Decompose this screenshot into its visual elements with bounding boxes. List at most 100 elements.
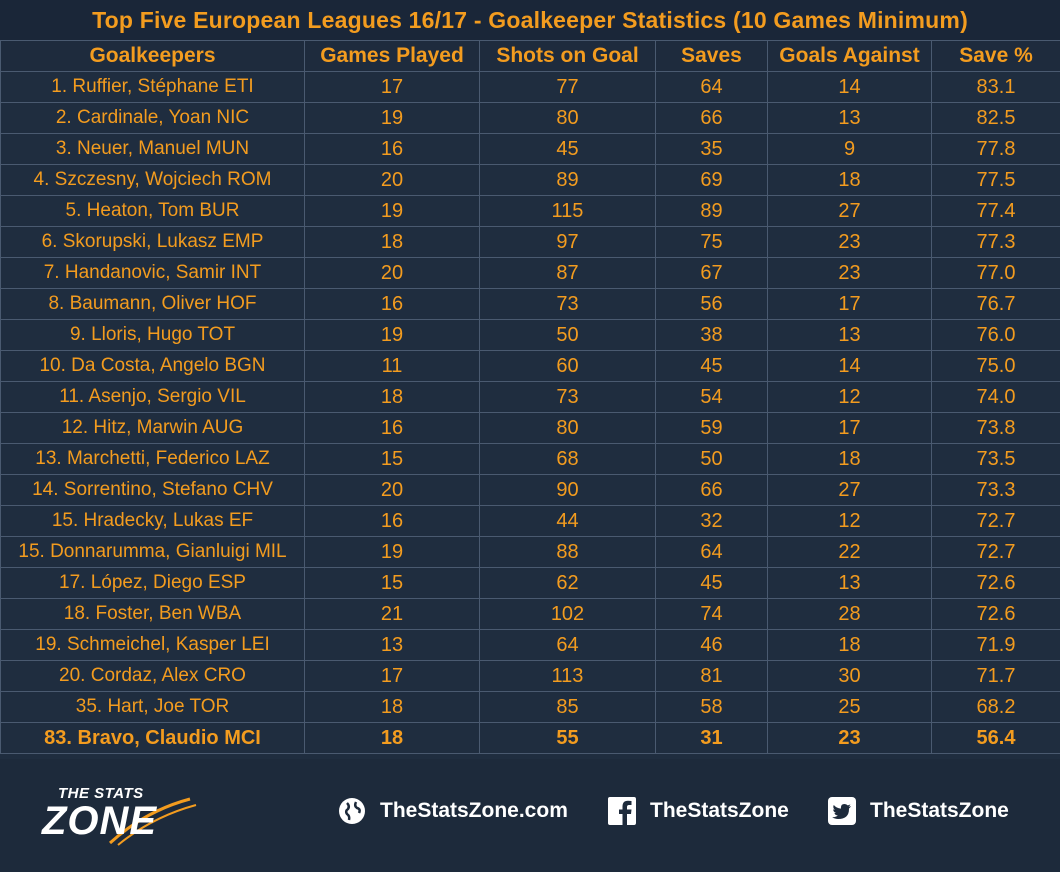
- chart-title: Top Five European Leagues 16/17 - Goalke…: [0, 0, 1060, 41]
- save-pct-cell: 56.4: [931, 722, 1060, 754]
- save-pct-cell: 77.4: [931, 195, 1060, 227]
- globe-icon: [338, 797, 366, 825]
- goals-against-cell: 18: [767, 443, 932, 475]
- games-played-cell: 18: [304, 381, 480, 413]
- shots-on-goal-cell: 62: [479, 567, 656, 599]
- games-played-cell: 11: [304, 350, 480, 382]
- shots-on-goal-cell: 113: [479, 660, 656, 692]
- shots-on-goal-cell: 45: [479, 133, 656, 165]
- goalkeeper-cell: 2. Cardinale, Yoan NIC: [0, 102, 305, 134]
- goalkeeper-cell: 1. Ruffier, Stéphane ETI: [0, 71, 305, 103]
- goals-against-cell: 13: [767, 567, 932, 599]
- save-pct-cell: 77.8: [931, 133, 1060, 165]
- goals-against-cell: 14: [767, 350, 932, 382]
- goals-against-cell: 9: [767, 133, 932, 165]
- games-played-cell: 21: [304, 598, 480, 630]
- column-header: Save %: [931, 40, 1060, 72]
- games-played-cell: 18: [304, 226, 480, 258]
- save-pct-cell: 77.5: [931, 164, 1060, 196]
- goalkeeper-cell: 15. Donnarumma, Gianluigi MIL: [0, 536, 305, 568]
- goalkeeper-cell: 8. Baumann, Oliver HOF: [0, 288, 305, 320]
- table-row: 12. Hitz, Marwin AUG 16 80 59 17 73.8: [0, 412, 1060, 444]
- twitter-text: TheStatsZone: [870, 799, 1009, 822]
- website-link[interactable]: TheStatsZone.com: [338, 797, 568, 825]
- save-pct-cell: 77.0: [931, 257, 1060, 289]
- saves-cell: 59: [655, 412, 768, 444]
- table-row: 18. Foster, Ben WBA 21 102 74 28 72.6: [0, 598, 1060, 630]
- goalkeeper-cell: 7. Handanovic, Samir INT: [0, 257, 305, 289]
- saves-cell: 64: [655, 71, 768, 103]
- goalkeeper-cell: 18. Foster, Ben WBA: [0, 598, 305, 630]
- column-header: Saves: [655, 40, 768, 72]
- goalkeeper-cell: 11. Asenjo, Sergio VIL: [0, 381, 305, 413]
- twitter-icon: [828, 797, 856, 825]
- goalkeeper-cell: 5. Heaton, Tom BUR: [0, 195, 305, 227]
- table-row: 13. Marchetti, Federico LAZ 15 68 50 18 73.5: [0, 443, 1060, 475]
- shots-on-goal-cell: 68: [479, 443, 656, 475]
- games-played-cell: 19: [304, 536, 480, 568]
- saves-cell: 50: [655, 443, 768, 475]
- goals-against-cell: 13: [767, 102, 932, 134]
- shots-on-goal-cell: 97: [479, 226, 656, 258]
- saves-cell: 45: [655, 567, 768, 599]
- logo-top-text: THE STATS: [58, 785, 144, 802]
- table-row: 3. Neuer, Manuel MUN 16 45 35 9 77.8: [0, 133, 1060, 165]
- save-pct-cell: 74.0: [931, 381, 1060, 413]
- shots-on-goal-cell: 87: [479, 257, 656, 289]
- games-played-cell: 19: [304, 195, 480, 227]
- shots-on-goal-cell: 77: [479, 71, 656, 103]
- save-pct-cell: 73.5: [931, 443, 1060, 475]
- table-row: 4. Szczesny, Wojciech ROM 20 89 69 18 77.5: [0, 164, 1060, 196]
- shots-on-goal-cell: 73: [479, 381, 656, 413]
- table-row: 11. Asenjo, Sergio VIL 18 73 54 12 74.0: [0, 381, 1060, 413]
- saves-cell: 64: [655, 536, 768, 568]
- facebook-link[interactable]: TheStatsZone: [608, 797, 789, 825]
- games-played-cell: 20: [304, 164, 480, 196]
- table-row: 14. Sorrentino, Stefano CHV 20 90 66 27 73.3: [0, 474, 1060, 506]
- goals-against-cell: 12: [767, 505, 932, 537]
- table-row: 17. López, Diego ESP 15 62 45 13 72.6: [0, 567, 1060, 599]
- games-played-cell: 16: [304, 133, 480, 165]
- save-pct-cell: 75.0: [931, 350, 1060, 382]
- table-row: 2. Cardinale, Yoan NIC 19 80 66 13 82.5: [0, 102, 1060, 134]
- logo-swoosh-icon: [108, 797, 197, 846]
- goals-against-cell: 30: [767, 660, 932, 692]
- goalkeeper-cell: 9. Lloris, Hugo TOT: [0, 319, 305, 351]
- saves-cell: 66: [655, 102, 768, 134]
- games-played-cell: 19: [304, 102, 480, 134]
- shots-on-goal-cell: 115: [479, 195, 656, 227]
- goals-against-cell: 28: [767, 598, 932, 630]
- facebook-text: TheStatsZone: [650, 799, 789, 822]
- save-pct-cell: 72.7: [931, 505, 1060, 537]
- games-played-cell: 16: [304, 505, 480, 537]
- goals-against-cell: 17: [767, 412, 932, 444]
- saves-cell: 58: [655, 691, 768, 723]
- footer: THE STATS ZONE TheStatsZone.com TheStats…: [0, 759, 1060, 872]
- games-played-cell: 16: [304, 288, 480, 320]
- games-played-cell: 16: [304, 412, 480, 444]
- shots-on-goal-cell: 80: [479, 102, 656, 134]
- save-pct-cell: 71.7: [931, 660, 1060, 692]
- saves-cell: 54: [655, 381, 768, 413]
- shots-on-goal-cell: 88: [479, 536, 656, 568]
- goalkeeper-cell: 12. Hitz, Marwin AUG: [0, 412, 305, 444]
- twitter-link[interactable]: TheStatsZone: [828, 797, 1009, 825]
- column-header: Goalkeepers: [0, 40, 305, 72]
- table-body: 1. Ruffier, Stéphane ETI 17 77 64 14 83.1 2. C…: [0, 71, 1060, 754]
- shots-on-goal-cell: 85: [479, 691, 656, 723]
- saves-cell: 31: [655, 722, 768, 754]
- goalkeeper-cell: 13. Marchetti, Federico LAZ: [0, 443, 305, 475]
- goalkeeper-cell: 83. Bravo, Claudio MCI: [0, 722, 305, 754]
- games-played-cell: 15: [304, 567, 480, 599]
- goalkeeper-cell: 15. Hradecky, Lukas EF: [0, 505, 305, 537]
- save-pct-cell: 71.9: [931, 629, 1060, 661]
- table-row: 1. Ruffier, Stéphane ETI 17 77 64 14 83.1: [0, 71, 1060, 103]
- goalkeeper-cell: 35. Hart, Joe TOR: [0, 691, 305, 723]
- facebook-icon: [608, 797, 636, 825]
- table-row: 20. Cordaz, Alex CRO 17 113 81 30 71.7: [0, 660, 1060, 692]
- games-played-cell: 19: [304, 319, 480, 351]
- table-row: 83. Bravo, Claudio MCI 18 55 31 23 56.4: [0, 722, 1060, 754]
- goals-against-cell: 12: [767, 381, 932, 413]
- save-pct-cell: 76.7: [931, 288, 1060, 320]
